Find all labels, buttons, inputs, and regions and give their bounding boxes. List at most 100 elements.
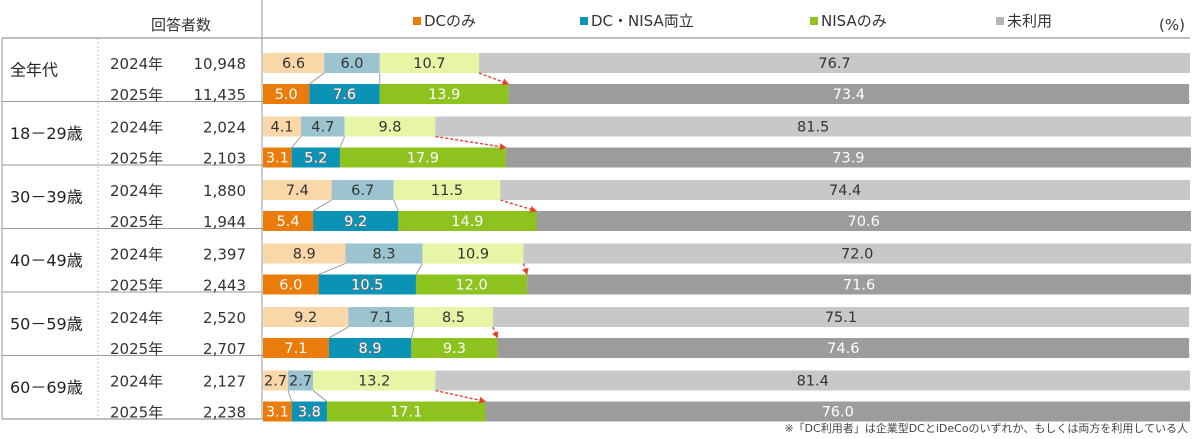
respondent-count: 2,443 bbox=[203, 277, 246, 295]
legend-item-nisa_only: NISAのみ bbox=[810, 12, 887, 30]
value-label-nisa_only: 10.7 bbox=[413, 56, 445, 72]
year-label: 2024年 bbox=[110, 309, 163, 327]
year-label: 2024年 bbox=[110, 182, 163, 200]
value-label-dc_only: 3.1 bbox=[266, 405, 289, 421]
value-label-nisa_only: 14.9 bbox=[451, 214, 483, 230]
legend-item-dc_only: DCのみ bbox=[413, 12, 476, 30]
bar-segment-dc_only bbox=[263, 84, 310, 104]
value-label-both: 9.2 bbox=[344, 214, 367, 230]
unit-label: (%) bbox=[1159, 16, 1185, 34]
change-arrow-head bbox=[478, 396, 486, 404]
bar-segment-both bbox=[291, 147, 340, 168]
respondent-count: 11,435 bbox=[194, 86, 247, 104]
value-label-both: 8.9 bbox=[359, 341, 382, 357]
segment-connector bbox=[318, 263, 346, 275]
segment-connector bbox=[312, 390, 328, 402]
year-label: 2024年 bbox=[110, 246, 163, 264]
segment-connector bbox=[339, 136, 345, 148]
value-label-both: 5.2 bbox=[304, 151, 327, 167]
bar-segment-both bbox=[309, 84, 380, 104]
legend-swatch-both bbox=[580, 17, 588, 25]
value-label-both: 2.7 bbox=[289, 374, 312, 390]
respondent-count: 2,238 bbox=[203, 404, 246, 422]
bar-segment-nisa_only bbox=[398, 211, 537, 231]
legend-swatch-dc_only bbox=[413, 17, 421, 25]
value-label-unused: 72.0 bbox=[841, 247, 873, 263]
segment-connector bbox=[287, 390, 293, 402]
change-arrow-head bbox=[529, 205, 537, 213]
bar-segment-unused bbox=[435, 116, 1191, 137]
segment-connector bbox=[393, 199, 399, 212]
year-label: 2025年 bbox=[110, 404, 163, 422]
bar-segment-nisa_only bbox=[326, 401, 486, 422]
value-label-dc_only: 4.1 bbox=[270, 120, 293, 136]
bar-segment-both bbox=[324, 53, 380, 73]
group-label: 40－49歳 bbox=[10, 251, 83, 270]
bar-segment-unused bbox=[497, 338, 1190, 358]
value-label-unused: 74.6 bbox=[827, 341, 859, 357]
bar-segment-dc_only bbox=[263, 211, 314, 231]
value-label-unused: 76.0 bbox=[822, 405, 854, 421]
respondent-count: 2,024 bbox=[203, 119, 246, 137]
bar-segment-unused bbox=[523, 243, 1191, 264]
bar-segment-unused bbox=[500, 180, 1190, 200]
value-label-nisa_only: 10.9 bbox=[457, 247, 489, 263]
group-label: 18－29歳 bbox=[10, 124, 83, 143]
value-label-unused: 81.5 bbox=[797, 120, 829, 136]
value-label-dc_only: 2.7 bbox=[264, 374, 287, 390]
bar-segment-dc_only bbox=[263, 53, 325, 73]
value-label-both: 8.3 bbox=[372, 247, 395, 263]
value-label-dc_only: 5.0 bbox=[275, 87, 298, 103]
respondent-count: 2,520 bbox=[203, 309, 246, 327]
value-label-both: 7.6 bbox=[333, 87, 356, 103]
bar-segment-unused bbox=[435, 370, 1190, 391]
value-label-dc_only: 9.2 bbox=[294, 310, 317, 326]
value-label-dc_only: 6.6 bbox=[282, 56, 305, 72]
change-arrow bbox=[435, 135, 506, 149]
bar-segment-unused bbox=[492, 307, 1190, 327]
group-label: 50－59歳 bbox=[10, 314, 83, 333]
bar-segment-nisa_only bbox=[414, 307, 493, 327]
respondent-count: 1,880 bbox=[203, 182, 246, 200]
respondent-count: 2,103 bbox=[203, 150, 246, 168]
value-label-unused: 74.4 bbox=[829, 183, 861, 199]
bar-segment-dc_only bbox=[263, 307, 349, 327]
value-label-nisa_only: 11.5 bbox=[431, 183, 463, 199]
legend-item-both: DC・NISA両立 bbox=[580, 12, 694, 30]
value-label-nisa_only: 13.9 bbox=[428, 87, 460, 103]
respondent-count: 2,707 bbox=[203, 340, 246, 358]
year-label: 2025年 bbox=[110, 277, 163, 295]
value-label-unused: 71.6 bbox=[843, 278, 875, 294]
bar-segment-both bbox=[313, 211, 399, 231]
respondent-count: 10,948 bbox=[194, 55, 247, 73]
bar-segment-both bbox=[288, 370, 314, 391]
bar-segment-nisa_only bbox=[313, 370, 436, 391]
value-label-nisa_only: 13.2 bbox=[358, 374, 390, 390]
value-label-unused: 70.6 bbox=[848, 214, 880, 230]
bar-segment-nisa_only bbox=[379, 53, 479, 73]
bars: 6.6 6.0 10.7 76.7 5.0 7.6 13.9 73.4 4.1 4.7 9.8 81.… bbox=[263, 53, 1191, 422]
value-label-nisa_only: 9.3 bbox=[443, 341, 466, 357]
value-label-both: 6.7 bbox=[351, 183, 374, 199]
change-arrow bbox=[500, 199, 537, 212]
bar-segment-both bbox=[345, 243, 423, 264]
legend-label-dc_only: DCのみ bbox=[424, 12, 476, 30]
year-label: 2025年 bbox=[110, 86, 163, 104]
respondent-count: 2,397 bbox=[203, 246, 246, 264]
value-label-unused: 73.9 bbox=[832, 151, 864, 167]
bar-segment-nisa_only bbox=[415, 274, 528, 295]
respondent-count: 2,127 bbox=[203, 373, 246, 391]
bar-segment-both bbox=[331, 180, 394, 200]
year-label: 2024年 bbox=[110, 119, 163, 137]
value-label-both: 7.1 bbox=[370, 310, 393, 326]
value-label-unused: 76.7 bbox=[818, 56, 850, 72]
legend-label-unused: 未利用 bbox=[1007, 12, 1052, 30]
value-label-both: 4.7 bbox=[311, 120, 334, 136]
bar-segment-unused bbox=[505, 147, 1191, 168]
bar-segment-dc_only bbox=[263, 401, 292, 422]
segment-connector bbox=[291, 136, 302, 148]
legend-swatch-unused bbox=[996, 17, 1004, 25]
value-label-dc_only: 5.4 bbox=[276, 214, 299, 230]
value-label-dc_only: 3.1 bbox=[266, 151, 289, 167]
